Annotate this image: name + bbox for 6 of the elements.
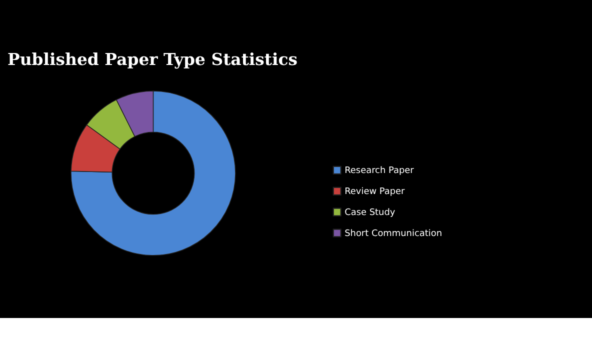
legend-label: Research Paper: [344, 166, 414, 176]
legend-label: Review Paper: [344, 187, 406, 198]
chart-title: Published Paper Type Statistics: [7, 50, 298, 69]
legend-label: Case Study: [344, 208, 396, 218]
legend-label: Short Communication: [344, 228, 442, 239]
donut-slice: [70, 90, 236, 256]
